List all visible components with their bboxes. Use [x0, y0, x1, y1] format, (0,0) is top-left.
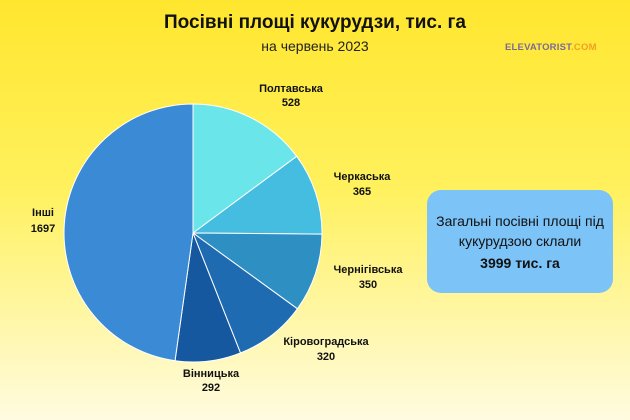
pie-slice: [63, 103, 194, 362]
brand-logo: ELEVATORIST.COM: [505, 42, 597, 53]
pie-slice: [191, 155, 323, 235]
brand-name: ELEVATORIST: [505, 42, 572, 53]
chart-title: Посівні площі кукурудзи, тис. га: [164, 12, 466, 33]
slice-label: Чернігівська: [334, 264, 404, 276]
pie-labels: Полтавська 528 Черкаська 365 Чернігівська 350…: [31, 83, 404, 394]
slice-value: 1697: [31, 223, 55, 235]
pie-slices: [63, 103, 323, 363]
slice-value: 292: [202, 382, 220, 394]
pie-slice: [191, 232, 323, 310]
slice-label: Вінницька: [183, 368, 240, 380]
slice-value: 365: [353, 186, 371, 198]
summary-value: 3999 тис. га: [480, 254, 560, 271]
summary-line-1: Загальні посівні площі під: [436, 212, 604, 229]
slice-value: 528: [282, 97, 300, 109]
slice-label: Черкаська: [334, 171, 392, 183]
slice-value: 320: [317, 351, 335, 363]
pie-slice: [192, 103, 298, 234]
brand-suffix: .COM: [571, 42, 597, 53]
chart-subtitle: на червень 2023: [261, 38, 369, 54]
summary-line-2: кукурудзою склали: [458, 232, 582, 249]
slice-label: Полтавська: [259, 83, 324, 95]
slice-value: 350: [359, 279, 377, 291]
slice-label: Кіровоградська: [283, 336, 369, 348]
total-summary-box: Загальні посівні площі під кукурудзою ск…: [427, 190, 613, 293]
slice-label: Інші: [32, 207, 54, 219]
